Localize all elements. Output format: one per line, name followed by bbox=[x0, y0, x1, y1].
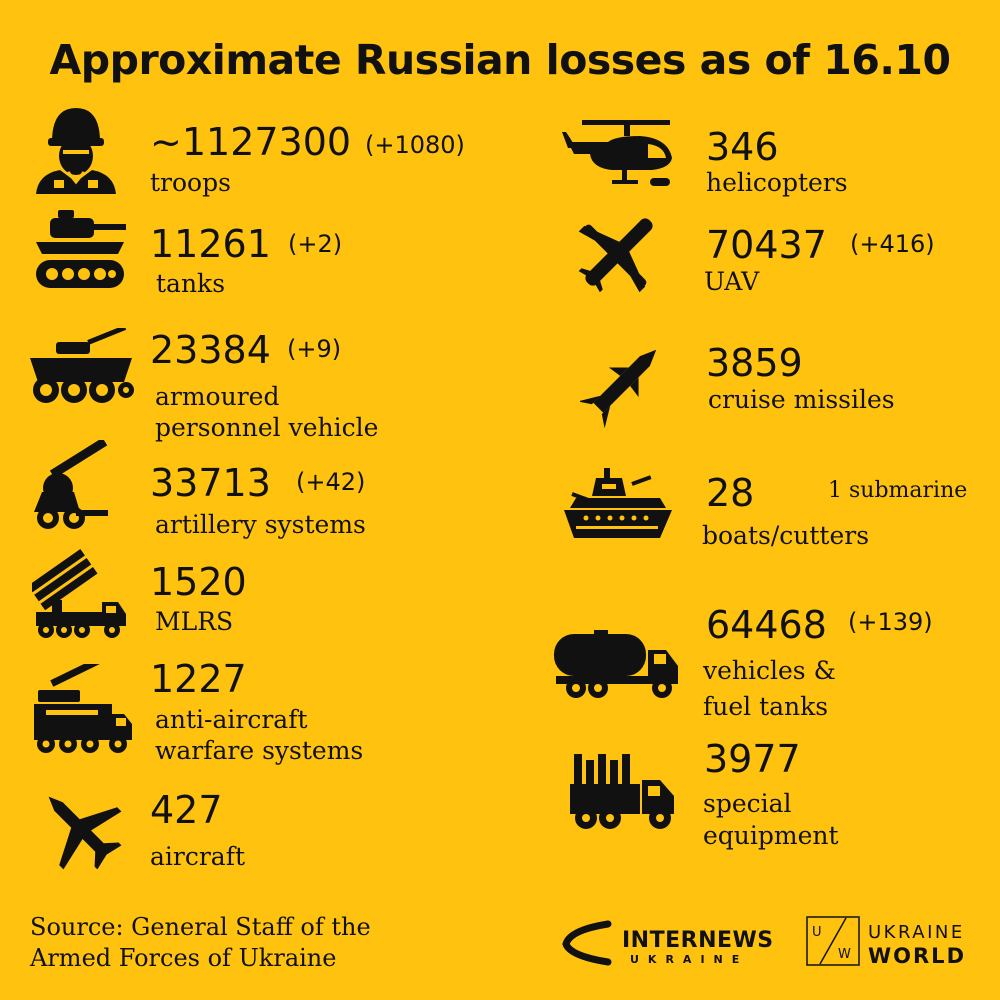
internews-name: INTERNEWS bbox=[622, 928, 774, 953]
internews-sub: UKRAINE bbox=[630, 953, 749, 966]
ukraine-world-line1: UKRAINE bbox=[868, 922, 965, 943]
anti-aircraft-value: 1227 bbox=[150, 657, 247, 701]
special-equipment-label-line1: special bbox=[703, 789, 792, 818]
tanks-value: 11261 bbox=[150, 222, 271, 266]
fuel-truck-icon bbox=[554, 630, 680, 700]
boats-value: 28 bbox=[706, 471, 755, 515]
uav-value: 70437 bbox=[706, 223, 827, 267]
anti-aircraft-label-line2: warfare systems bbox=[155, 736, 364, 765]
uav-icon bbox=[574, 206, 664, 298]
cruise-missiles-label: cruise missiles bbox=[708, 385, 895, 414]
artillery-label: artillery systems bbox=[155, 510, 366, 539]
vehicles-label-line1: vehicles & bbox=[703, 656, 836, 685]
vehicles-delta: (+139) bbox=[848, 608, 933, 636]
troops-value: ~1127300 bbox=[150, 120, 352, 164]
soldier-icon bbox=[30, 102, 122, 194]
aircraft-value: 427 bbox=[150, 788, 223, 832]
aircraft-icon bbox=[34, 782, 124, 872]
tanks-delta: (+2) bbox=[288, 230, 343, 258]
anti-aircraft-label-line1: anti-aircraft bbox=[155, 705, 308, 734]
artillery-value: 33713 bbox=[150, 461, 271, 505]
internews-logo-icon bbox=[560, 920, 616, 970]
helicopters-label: helicopters bbox=[706, 168, 848, 197]
uav-delta: (+416) bbox=[850, 230, 935, 258]
special-equipment-value: 3977 bbox=[704, 737, 801, 781]
artillery-icon bbox=[30, 440, 116, 530]
anti-aircraft-icon bbox=[32, 664, 134, 754]
cruise-missile-icon bbox=[580, 338, 666, 428]
vehicles-label-line2: fuel tanks bbox=[703, 692, 829, 721]
boats-label: boats/cutters bbox=[702, 521, 870, 550]
tank-icon bbox=[32, 210, 128, 294]
uav-label: UAV bbox=[704, 267, 760, 296]
aircraft-label: aircraft bbox=[150, 842, 246, 871]
ukraine-world-line2: WORLD bbox=[868, 944, 966, 968]
special-equipment-label-line2: equipment bbox=[703, 821, 839, 850]
mlrs-icon bbox=[32, 546, 130, 640]
mlrs-value: 1520 bbox=[150, 560, 247, 604]
special-truck-icon bbox=[570, 752, 678, 832]
ship-icon bbox=[562, 464, 674, 542]
troops-label: troops bbox=[150, 168, 231, 197]
helicopter-icon bbox=[562, 118, 674, 192]
apc-label-line2: personnel vehicle bbox=[155, 413, 379, 442]
tanks-label: tanks bbox=[156, 269, 226, 298]
ukraine-world-mark-icon: U W bbox=[806, 916, 860, 970]
source-line2: Armed Forces of Ukraine bbox=[30, 944, 337, 973]
uw-mark-right: W bbox=[838, 947, 851, 962]
apc-value: 23384 bbox=[150, 328, 271, 372]
apc-label-line1: armoured bbox=[155, 382, 280, 411]
source-note: Source: General Staff of the Armed Force… bbox=[30, 912, 371, 974]
submarine-note: 1 submarine bbox=[828, 478, 968, 503]
artillery-delta: (+42) bbox=[296, 468, 366, 496]
apc-delta: (+9) bbox=[287, 335, 342, 363]
apc-icon bbox=[28, 328, 134, 408]
troops-delta: (+1080) bbox=[365, 131, 465, 159]
helicopters-value: 346 bbox=[706, 125, 779, 169]
uw-mark-left: U bbox=[812, 925, 822, 940]
page-title: Approximate Russian losses as of 16.10 bbox=[49, 36, 951, 84]
cruise-missiles-value: 3859 bbox=[706, 341, 803, 385]
mlrs-label: MLRS bbox=[155, 607, 234, 636]
vehicles-value: 64468 bbox=[706, 603, 827, 647]
source-line1: Source: General Staff of the bbox=[30, 913, 371, 941]
